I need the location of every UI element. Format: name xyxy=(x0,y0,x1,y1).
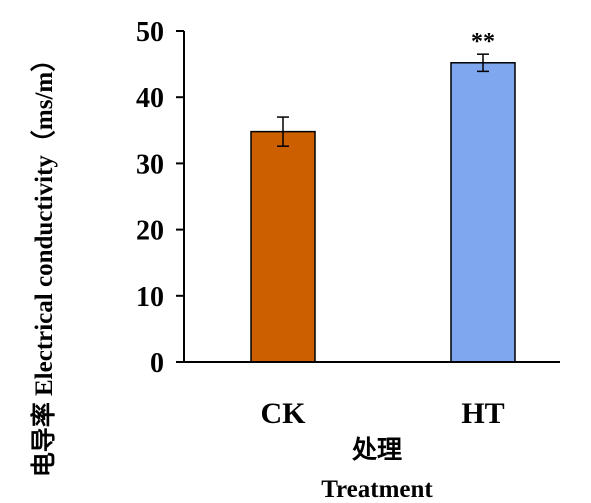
category-label-ck: CK xyxy=(261,397,307,430)
bar-ht xyxy=(450,62,516,363)
significance-marker: ** xyxy=(471,29,495,55)
error-bar-ck xyxy=(277,116,289,147)
x-axis-title-english: Treatment xyxy=(321,476,433,503)
y-tick-label: 30 xyxy=(136,149,164,180)
error-bars xyxy=(277,53,489,147)
y-axis-title: 电导率 Electrical conductivity（ms/m） xyxy=(29,47,58,478)
bars xyxy=(250,62,516,363)
category-labels: CK HT xyxy=(261,397,505,430)
y-tick-label: 50 xyxy=(136,17,164,48)
y-tick-label: 10 xyxy=(136,282,164,313)
y-axis-ticks: 0 10 20 30 40 50 xyxy=(136,17,184,379)
significance-labels: ** xyxy=(471,29,495,55)
category-label-ht: HT xyxy=(461,397,504,430)
y-tick-label: 0 xyxy=(150,348,164,379)
y-tick-label: 20 xyxy=(136,216,164,247)
error-bar-ht xyxy=(477,53,489,73)
y-tick-label: 40 xyxy=(136,83,164,114)
bar-ck xyxy=(250,130,316,363)
x-axis-title-chinese: 处理 xyxy=(351,436,402,464)
